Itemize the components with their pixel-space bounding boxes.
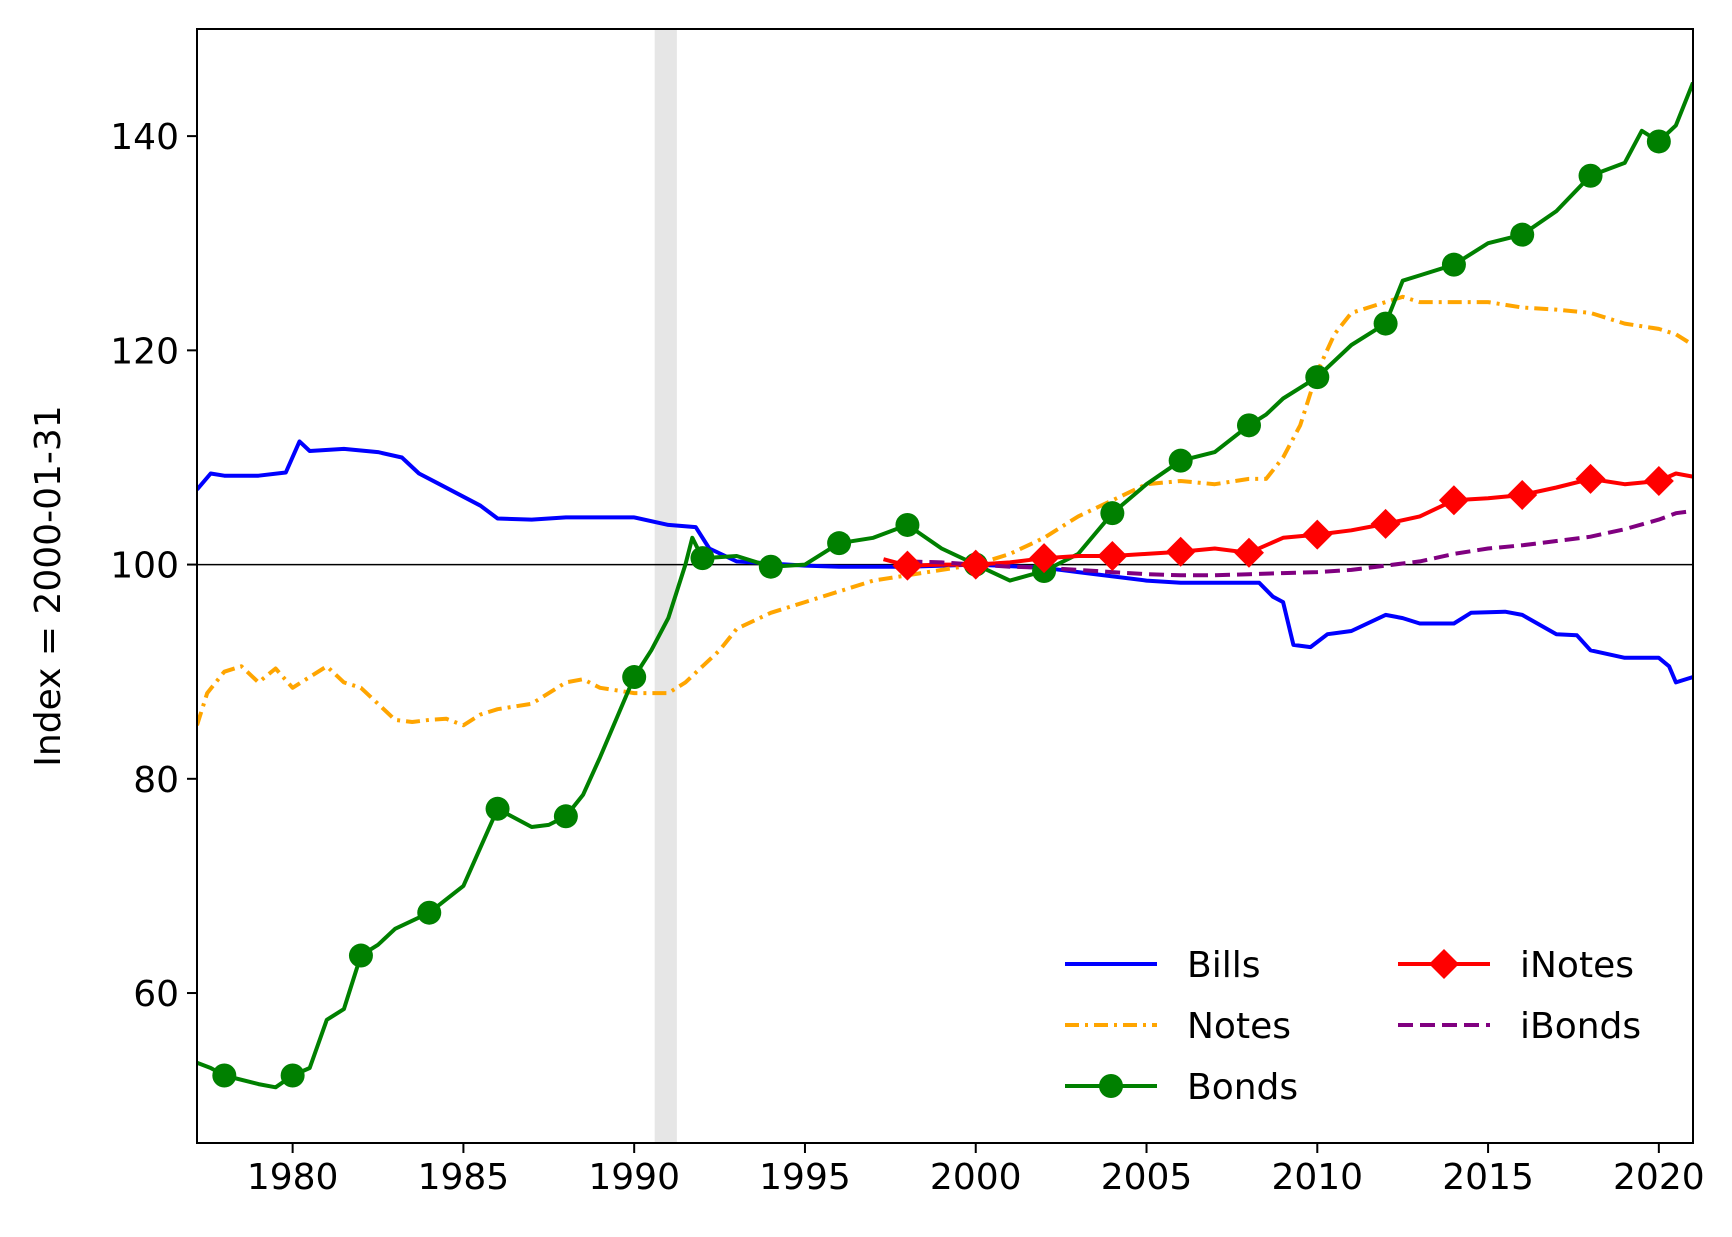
legend-label-bills: Bills (1187, 945, 1260, 986)
data-point-inotes (1370, 508, 1401, 539)
data-point-bonds (622, 665, 647, 690)
data-point-bonds (1510, 222, 1535, 247)
data-point-bonds (1578, 163, 1603, 188)
legend: Bills Notes Bonds iNotes iBonds (1065, 945, 1641, 1108)
data-point-inotes (1165, 536, 1196, 567)
data-point-bonds (1373, 311, 1398, 336)
data-point-bonds (1646, 129, 1671, 154)
legend-label-ibonds: iBonds (1520, 1006, 1641, 1047)
data-point-bonds (1100, 501, 1125, 526)
data-point-bonds (212, 1063, 237, 1088)
shaded-band (654, 29, 677, 1143)
x-tick-label: 2020 (1613, 1157, 1705, 1198)
data-point-bonds (758, 554, 783, 579)
y-tick-label: 60 (133, 974, 179, 1015)
legend-label-bonds: Bonds (1187, 1067, 1298, 1108)
data-point-bonds (485, 796, 510, 821)
data-point-bonds (1441, 252, 1466, 277)
data-point-bonds (690, 546, 715, 571)
plot-frame (196, 28, 1694, 1144)
x-tick-label: 2010 (1271, 1157, 1363, 1198)
plot-area (197, 29, 1693, 1143)
data-point-inotes (1507, 479, 1538, 510)
data-point-bonds (417, 900, 442, 925)
x-tick-label: 2015 (1442, 1157, 1534, 1198)
legend-marker-inotes (1429, 949, 1459, 979)
data-point-inotes (1643, 466, 1674, 497)
legend-label-inotes: iNotes (1520, 945, 1634, 986)
data-point-bonds (1168, 448, 1193, 473)
data-point-inotes (1438, 485, 1469, 516)
x-tick-label: 1990 (588, 1157, 680, 1198)
legend-label-notes: Notes (1187, 1006, 1291, 1047)
y-tick-label: 140 (110, 117, 179, 158)
data-point-inotes (1302, 519, 1333, 550)
data-point-bonds (553, 804, 578, 829)
y-axis-label: Index = 2000-01-31 (28, 405, 69, 766)
x-tick-label: 1985 (418, 1157, 510, 1198)
series-group (197, 81, 1693, 1090)
x-tick-label: 1980 (247, 1157, 339, 1198)
x-tick-label: 2005 (1101, 1157, 1193, 1198)
legend-marker-bonds (1099, 1074, 1123, 1098)
x-tick-label: 1995 (759, 1157, 851, 1198)
data-point-bonds (348, 943, 373, 968)
y-tick-label: 80 (133, 760, 179, 801)
data-point-bonds (280, 1063, 305, 1088)
y-tick-label: 100 (110, 546, 179, 587)
data-point-inotes (1097, 541, 1128, 572)
data-point-bonds (1236, 413, 1261, 438)
data-point-inotes (892, 550, 923, 581)
data-point-bonds (827, 531, 852, 556)
data-point-inotes (1233, 537, 1264, 568)
data-point-inotes (1575, 463, 1606, 494)
data-point-bonds (1305, 365, 1330, 390)
y-tick-label: 120 (110, 331, 179, 372)
data-point-bonds (895, 512, 920, 537)
x-tick-label: 2000 (930, 1157, 1022, 1198)
axes: 1980 1985 1990 1995 2000 2005 2010 2015 2020 60 80… (110, 28, 1705, 1198)
data-point-inotes (960, 549, 991, 580)
data-point-inotes (1029, 543, 1060, 574)
